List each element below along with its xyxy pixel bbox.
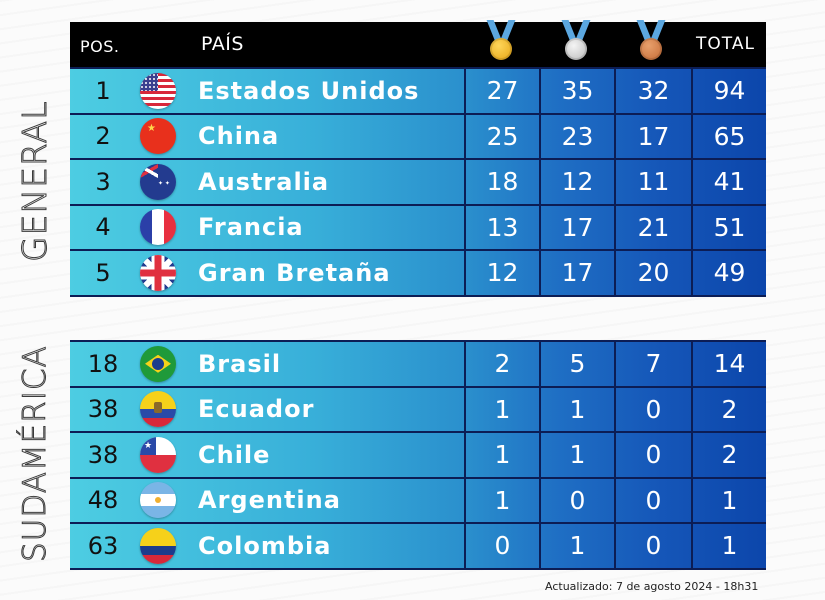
bronze-count: 21 — [614, 205, 691, 249]
total-count: 2 — [691, 433, 766, 477]
gold-count: 1 — [464, 387, 539, 431]
table-row: 38 Ecuador 1 1 0 2 — [70, 387, 766, 433]
ecuador-flag-icon — [140, 391, 176, 428]
total-count: 2 — [691, 387, 766, 431]
silver-count: 5 — [539, 342, 614, 386]
table-row: 5 Gran Bretaña 12 17 20 49 — [70, 251, 766, 297]
total-count: 49 — [691, 251, 766, 295]
gold-count: 12 — [464, 251, 539, 295]
silver-count: 12 — [539, 160, 614, 204]
country-name: Estados Unidos — [198, 76, 420, 105]
position: 63 — [87, 531, 119, 560]
general-medal-table: 1 Estados Unidos 27 35 32 94 2 China 25 … — [70, 67, 766, 297]
position: 18 — [87, 349, 119, 378]
great-britain-flag-icon — [140, 254, 176, 291]
table-header: POS. PAÍS TOTAL — [70, 20, 766, 68]
bronze-medal-icon — [636, 20, 666, 64]
table-row: 2 China 25 23 17 65 — [70, 114, 766, 160]
bronze-count: 7 — [614, 342, 691, 386]
header-total: TOTAL — [696, 34, 755, 54]
bronze-count: 0 — [614, 524, 691, 568]
country-name: Ecuador — [198, 395, 315, 424]
silver-count: 17 — [539, 205, 614, 249]
bronze-count: 0 — [614, 478, 691, 522]
header-pais: PAÍS — [201, 33, 244, 55]
position: 5 — [95, 258, 111, 287]
position: 38 — [87, 440, 119, 469]
country-name: Australia — [198, 167, 330, 196]
usa-flag-icon — [140, 72, 176, 109]
section-label-sudamerica: SUDAMÉRICA — [17, 345, 54, 563]
brazil-flag-icon — [140, 345, 176, 382]
table-row: 18 Brasil 2 5 7 14 — [70, 342, 766, 388]
gold-count: 18 — [464, 160, 539, 204]
chile-flag-icon — [140, 436, 176, 473]
country-name: Chile — [198, 440, 271, 469]
silver-count: 1 — [539, 433, 614, 477]
position: 48 — [87, 486, 119, 515]
sudamerica-medal-table: 18 Brasil 2 5 7 14 38 Ecuador 1 1 0 2 38… — [70, 340, 766, 570]
colombia-flag-icon — [140, 527, 176, 564]
bronze-count: 0 — [614, 387, 691, 431]
country-name: Brasil — [198, 349, 282, 378]
bronze-count: 17 — [614, 114, 691, 158]
table-row: 48 Argentina 1 0 0 1 — [70, 478, 766, 524]
position: 2 — [95, 122, 111, 151]
table-row: 1 Estados Unidos 27 35 32 94 — [70, 69, 766, 115]
gold-medal-icon — [486, 20, 516, 64]
table-row: 3 Australia 18 12 11 41 — [70, 160, 766, 206]
country-name: Gran Bretaña — [198, 258, 391, 287]
position: 38 — [87, 395, 119, 424]
bronze-count: 0 — [614, 433, 691, 477]
total-count: 14 — [691, 342, 766, 386]
total-count: 65 — [691, 114, 766, 158]
gold-count: 1 — [464, 433, 539, 477]
position: 1 — [95, 76, 111, 105]
country-name: China — [198, 122, 280, 151]
silver-count: 0 — [539, 478, 614, 522]
total-count: 41 — [691, 160, 766, 204]
position: 4 — [95, 213, 111, 242]
france-flag-icon — [140, 209, 176, 246]
china-flag-icon — [140, 118, 176, 155]
total-count: 94 — [691, 69, 766, 113]
table-row: 63 Colombia 0 1 0 1 — [70, 524, 766, 570]
country-name: Francia — [198, 213, 304, 242]
gold-count: 1 — [464, 478, 539, 522]
header-pos: POS. — [80, 37, 120, 56]
bronze-count: 32 — [614, 69, 691, 113]
silver-count: 35 — [539, 69, 614, 113]
bronze-count: 11 — [614, 160, 691, 204]
table-row: 38 Chile 1 1 0 2 — [70, 433, 766, 479]
silver-count: 1 — [539, 524, 614, 568]
table-row: 4 Francia 13 17 21 51 — [70, 205, 766, 251]
silver-count: 17 — [539, 251, 614, 295]
silver-count: 1 — [539, 387, 614, 431]
section-label-general: GENERAL — [15, 100, 55, 263]
australia-flag-icon — [140, 163, 176, 200]
gold-count: 2 — [464, 342, 539, 386]
updated-timestamp: Actualizado: 7 de agosto 2024 - 18h31 — [545, 580, 759, 593]
silver-medal-icon — [561, 20, 591, 64]
gold-count: 25 — [464, 114, 539, 158]
position: 3 — [95, 167, 111, 196]
total-count: 1 — [691, 478, 766, 522]
silver-count: 23 — [539, 114, 614, 158]
gold-count: 27 — [464, 69, 539, 113]
total-count: 51 — [691, 205, 766, 249]
bronze-count: 20 — [614, 251, 691, 295]
total-count: 1 — [691, 524, 766, 568]
country-name: Argentina — [198, 486, 341, 515]
argentina-flag-icon — [140, 482, 176, 519]
country-name: Colombia — [198, 531, 332, 560]
gold-count: 13 — [464, 205, 539, 249]
gold-count: 0 — [464, 524, 539, 568]
